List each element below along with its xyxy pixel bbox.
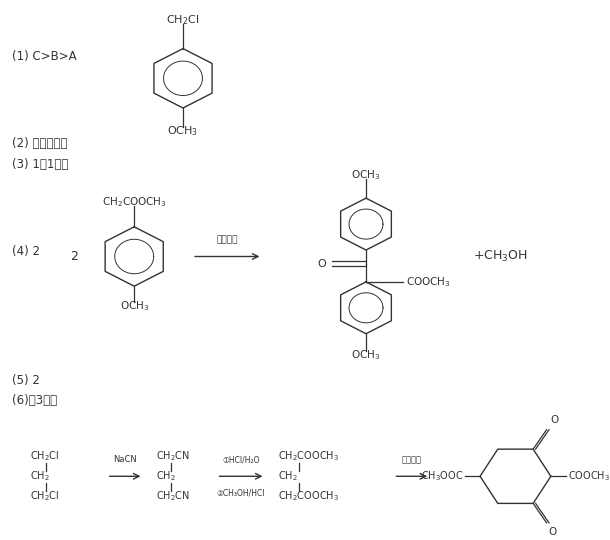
Text: OCH$_3$: OCH$_3$ [351, 348, 381, 362]
Text: CH$_2$Cl: CH$_2$Cl [30, 449, 60, 463]
Text: COOCH$_3$: COOCH$_3$ [568, 469, 610, 483]
Text: CH$_2$: CH$_2$ [30, 469, 50, 483]
Text: OCH$_3$: OCH$_3$ [120, 299, 149, 313]
Text: 2: 2 [70, 250, 78, 263]
Text: (6)（3分）: (6)（3分） [12, 394, 57, 407]
Text: (3) 1（1分）: (3) 1（1分） [12, 158, 68, 171]
Text: CH$_2$Cl: CH$_2$Cl [167, 14, 199, 28]
Text: (2) 醒键、酯基: (2) 醒键、酯基 [12, 137, 68, 150]
Text: CH$_2$Cl: CH$_2$Cl [30, 489, 60, 503]
Text: CH$_2$: CH$_2$ [278, 469, 297, 483]
Text: CH$_2$: CH$_2$ [156, 469, 175, 483]
Text: (5) 2: (5) 2 [12, 374, 40, 387]
Text: CH$_2$COOCH$_3$: CH$_2$COOCH$_3$ [278, 449, 339, 463]
Text: CH$_2$COOCH$_3$: CH$_2$COOCH$_3$ [102, 195, 167, 209]
Text: NaCN: NaCN [113, 455, 137, 464]
Text: 一定条件: 一定条件 [217, 235, 238, 245]
Text: CH$_2$CN: CH$_2$CN [156, 449, 190, 463]
Text: CH$_2$CN: CH$_2$CN [156, 489, 190, 503]
Text: O: O [548, 527, 557, 537]
Text: ①HCl/H₂O: ①HCl/H₂O [222, 455, 260, 464]
Text: OCH$_3$: OCH$_3$ [351, 168, 381, 183]
Text: COOCH$_3$: COOCH$_3$ [406, 275, 450, 289]
Text: +CH$_3$OH: +CH$_3$OH [473, 249, 528, 264]
Text: 一定条件: 一定条件 [402, 455, 422, 464]
Text: OCH$_3$: OCH$_3$ [167, 124, 199, 138]
Text: O: O [318, 259, 326, 268]
Text: ②CH₃OH/HCl: ②CH₃OH/HCl [217, 488, 265, 497]
Text: CH$_2$COOCH$_3$: CH$_2$COOCH$_3$ [278, 489, 339, 503]
Text: O: O [550, 415, 559, 426]
Text: (1) C>B>A: (1) C>B>A [12, 50, 77, 63]
Text: CH$_3$OOC: CH$_3$OOC [420, 469, 463, 483]
Text: (4) 2: (4) 2 [12, 245, 40, 258]
